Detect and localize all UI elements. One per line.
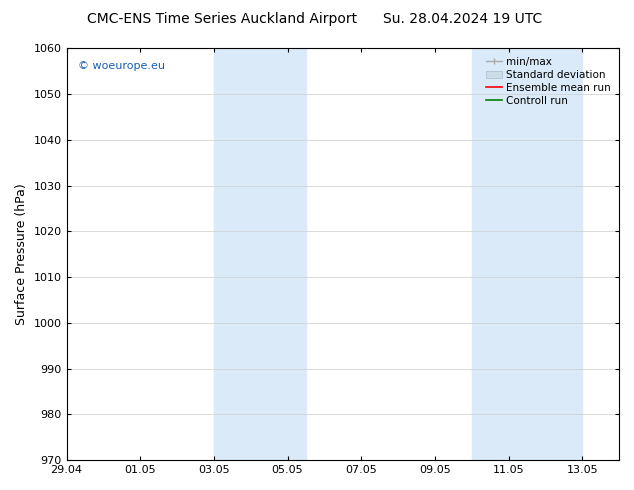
Y-axis label: Surface Pressure (hPa): Surface Pressure (hPa) — [15, 183, 28, 325]
Text: © woeurope.eu: © woeurope.eu — [77, 61, 165, 71]
Text: Su. 28.04.2024 19 UTC: Su. 28.04.2024 19 UTC — [383, 12, 543, 26]
Bar — [527, 49, 582, 460]
Text: CMC-ENS Time Series Auckland Airport: CMC-ENS Time Series Auckland Airport — [87, 12, 357, 26]
Bar — [214, 49, 306, 460]
Legend: min/max, Standard deviation, Ensemble mean run, Controll run: min/max, Standard deviation, Ensemble me… — [483, 53, 614, 109]
Bar — [472, 49, 527, 460]
